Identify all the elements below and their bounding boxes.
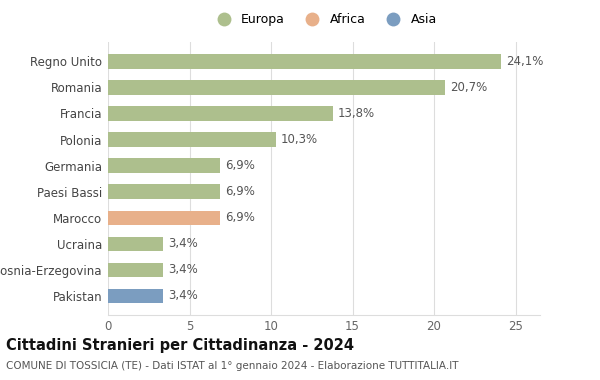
Text: 20,7%: 20,7% — [451, 81, 488, 94]
Text: 3,4%: 3,4% — [169, 289, 198, 302]
Bar — [108, 211, 220, 225]
Text: 6,9%: 6,9% — [226, 211, 255, 224]
Bar — [108, 236, 163, 251]
Text: 10,3%: 10,3% — [281, 133, 318, 146]
Bar — [108, 106, 333, 121]
Bar — [108, 54, 501, 68]
Text: 13,8%: 13,8% — [338, 107, 375, 120]
Text: 3,4%: 3,4% — [169, 263, 198, 276]
Bar — [108, 184, 220, 199]
Text: 24,1%: 24,1% — [506, 55, 543, 68]
Text: 6,9%: 6,9% — [226, 185, 255, 198]
Text: Cittadini Stranieri per Cittadinanza - 2024: Cittadini Stranieri per Cittadinanza - 2… — [6, 338, 354, 353]
Legend: Europa, Africa, Asia: Europa, Africa, Asia — [207, 10, 441, 30]
Bar — [108, 132, 276, 147]
Bar — [108, 80, 445, 95]
Text: 3,4%: 3,4% — [169, 237, 198, 250]
Bar — [108, 289, 163, 303]
Bar — [108, 158, 220, 173]
Bar — [108, 263, 163, 277]
Text: 6,9%: 6,9% — [226, 159, 255, 172]
Text: COMUNE DI TOSSICIA (TE) - Dati ISTAT al 1° gennaio 2024 - Elaborazione TUTTITALI: COMUNE DI TOSSICIA (TE) - Dati ISTAT al … — [6, 361, 458, 371]
